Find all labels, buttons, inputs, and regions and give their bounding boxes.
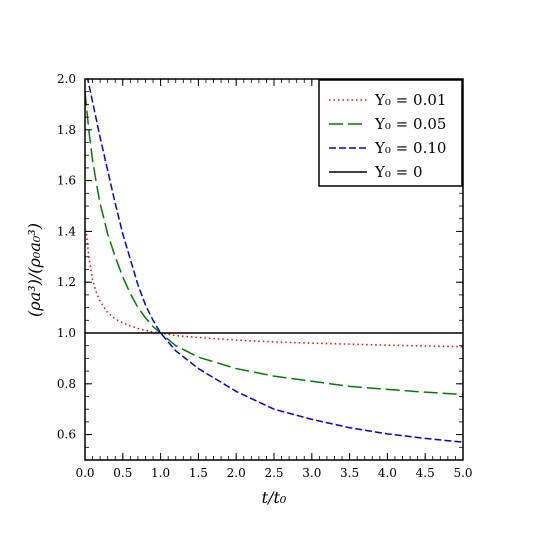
series-layer <box>85 79 463 443</box>
legend-entry-1: Y₀ = 0.05 <box>374 115 446 133</box>
x-tick-label: 2.0 <box>227 466 246 480</box>
x-tick-label: 2.5 <box>264 466 283 480</box>
x-tick-label: 3.0 <box>302 466 321 480</box>
y-tick-label: 0.8 <box>57 377 76 391</box>
legend-entry-0: Y₀ = 0.01 <box>374 91 446 109</box>
tick-layer: 0.0 0.5 1.0 1.5 2.0 2.5 3.0 3.5 4.0 4.5 5.0 0.6 0.8 1… <box>57 72 473 480</box>
y-tick-label: 2.0 <box>57 72 76 86</box>
x-tick-label: 1.0 <box>151 466 170 480</box>
y-tick-label: 1.6 <box>57 174 76 188</box>
series-line-0 <box>85 233 463 348</box>
x-tick-label: 5.0 <box>453 466 472 480</box>
x-tick-label: 4.0 <box>378 466 397 480</box>
series-line-2 <box>86 79 463 443</box>
y-axis-label: (ρa³)/(ρ₀a₀³) <box>25 223 44 317</box>
legend-entry-2: Y₀ = 0.10 <box>374 139 446 157</box>
x-tick-label: 1.5 <box>189 466 208 480</box>
x-tick-label: 0.0 <box>75 466 94 480</box>
legend-entry-3: Y₀ = 0 <box>374 163 423 181</box>
legend: Y₀ = 0.01 Y₀ = 0.05 Y₀ = 0.10 Y₀ = 0 <box>318 79 463 187</box>
y-tick-label: 1.4 <box>57 224 76 238</box>
x-tick-label: 0.5 <box>113 466 132 480</box>
legend-box <box>318 79 463 187</box>
y-tick-label: 1.8 <box>57 123 76 137</box>
x-axis-label: t/t₀ <box>262 488 287 507</box>
y-tick-label: 0.6 <box>57 428 76 442</box>
x-tick-label: 4.5 <box>416 466 435 480</box>
y-tick-label: 1.2 <box>57 275 76 289</box>
series-line-1 <box>85 91 463 396</box>
y-tick-label: 1.0 <box>57 326 76 340</box>
x-tick-label: 3.5 <box>340 466 359 480</box>
